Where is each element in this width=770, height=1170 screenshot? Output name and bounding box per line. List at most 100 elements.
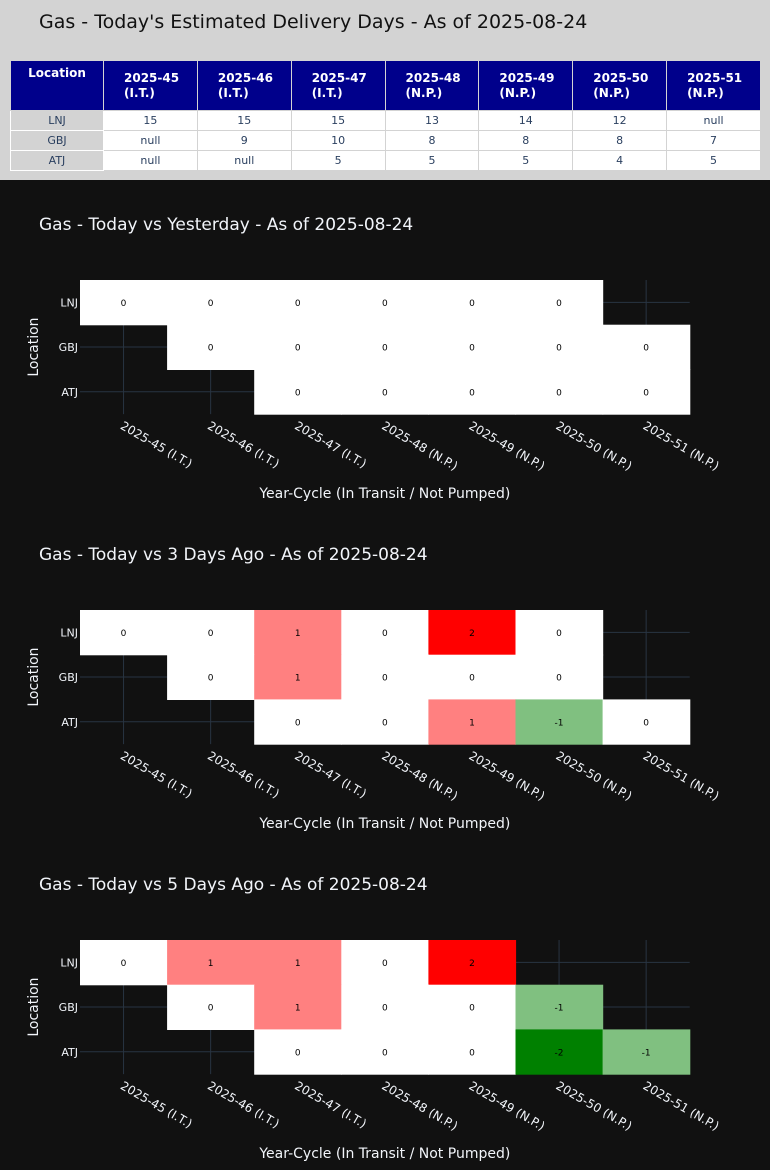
heatmap-today-vs-3-days-ago: Gas - Today vs 3 Days Ago - As of 2025-0…: [0, 510, 770, 840]
heatmap-cell: [515, 610, 604, 656]
table-title: Gas - Today's Estimated Delivery Days - …: [39, 11, 588, 33]
cell-value-label: 0: [295, 299, 301, 309]
cell-value-label: 0: [469, 1004, 475, 1014]
heatmap-cell: [515, 280, 604, 326]
row-location: ATJ: [10, 150, 104, 171]
y-tick-label: GBJ: [59, 341, 78, 354]
cell-value-label: -2: [555, 1048, 564, 1058]
heatmap-cell: [428, 610, 517, 656]
heatmap-cell: [515, 699, 604, 745]
x-tick-label: 2025-49 (N.P.): [466, 1079, 547, 1134]
table-cell: 8: [384, 130, 480, 151]
cell-value-label: 0: [556, 629, 562, 639]
table-cell: null: [196, 150, 292, 171]
cell-value-label: 0: [382, 1048, 388, 1058]
x-tick-label: 2025-46 (I.T.): [205, 749, 282, 801]
column-cycle: 2025-50: [593, 70, 649, 85]
table-cell: 4: [572, 150, 668, 171]
x-tick-label: 2025-48 (N.P.): [379, 419, 460, 474]
cell-value-label: 0: [208, 344, 214, 354]
cell-value-label: 0: [382, 344, 388, 354]
column-header: 2025-47 (I.T.): [290, 60, 386, 111]
table-cell: 9: [196, 130, 292, 151]
delivery-days-panel: Gas - Today's Estimated Delivery Days - …: [0, 0, 770, 180]
table-cell: null: [103, 130, 198, 151]
x-tick-label: 2025-49 (N.P.): [466, 749, 547, 804]
cell-value-label: 0: [556, 674, 562, 684]
heatmap-today-vs-5-days-ago: Gas - Today vs 5 Days Ago - As of 2025-0…: [0, 840, 770, 1170]
table-cell: 15: [196, 110, 292, 131]
heatmap-cell: [341, 654, 429, 700]
heatmap-cell: [254, 610, 342, 656]
cell-value-label: 1: [469, 718, 475, 728]
table-cell: 14: [478, 110, 574, 131]
heatmap-cell: [428, 369, 517, 415]
cell-value-label: 0: [643, 344, 649, 354]
heatmap-cell: [167, 324, 255, 370]
x-tick-label: 2025-50 (N.P.): [554, 419, 635, 474]
y-tick-label: GBJ: [59, 1001, 78, 1014]
table-cell: null: [103, 150, 198, 171]
cell-value-label: 0: [382, 629, 388, 639]
cell-value-label: 0: [382, 959, 388, 969]
row-location: GBJ: [10, 130, 104, 151]
heatmap-cell: [254, 324, 342, 370]
cell-value-label: 0: [121, 959, 127, 969]
x-tick-label: 2025-45 (I.T.): [118, 419, 195, 471]
cell-value-label: 1: [295, 1004, 301, 1014]
cell-value-label: 0: [469, 1048, 475, 1058]
heatmap-cell: [341, 984, 429, 1030]
heatmap-cell: [254, 984, 342, 1030]
heatmap-cell: [515, 654, 604, 700]
y-tick-label: LNJ: [60, 626, 78, 639]
column-cycle: 2025-45: [124, 70, 180, 85]
heatmap-cell: [428, 699, 517, 745]
cell-value-label: 0: [556, 299, 562, 309]
cell-value-label: 0: [121, 629, 127, 639]
table-cell: 5: [384, 150, 480, 171]
cell-value-label: 2: [469, 629, 475, 639]
column-header: 2025-46 (I.T.): [196, 60, 292, 111]
column-status: (I.T.): [311, 85, 343, 100]
y-tick-label: ATJ: [61, 716, 78, 729]
table-cell: 8: [478, 130, 574, 151]
column-cycle: 2025-48: [405, 70, 461, 85]
heatmap-cell: [167, 984, 255, 1030]
x-tick-label: 2025-47 (I.T.): [292, 1079, 369, 1131]
heatmap-cell: [254, 280, 342, 326]
cell-value-label: 0: [469, 344, 475, 354]
x-tick-label: 2025-46 (I.T.): [205, 1079, 282, 1131]
cell-value-label: 0: [469, 299, 475, 309]
heatmap-cell: [515, 1029, 604, 1075]
table-row: LNJ 15 15 15 13 14 12 null: [10, 110, 761, 131]
table-row: GBJ null 9 10 8 8 8 7: [10, 130, 761, 151]
y-tick-label: LNJ: [60, 956, 78, 969]
heatmap-cell: [515, 984, 604, 1030]
cell-value-label: 0: [295, 1048, 301, 1058]
cell-value-label: 0: [208, 629, 214, 639]
heatmap-cell: [341, 610, 429, 656]
heatmap-cell: [167, 280, 255, 326]
cell-value-label: 0: [643, 718, 649, 728]
y-tick-label: LNJ: [60, 296, 78, 309]
heatmap-cell: [428, 1029, 517, 1075]
heatmap-cell: [428, 280, 517, 326]
heatmap-cell: [428, 984, 517, 1030]
cell-value-label: 0: [643, 388, 649, 398]
heatmap-cell: [254, 699, 342, 745]
table-cell: 15: [290, 110, 386, 131]
x-tick-label: 2025-50 (N.P.): [554, 749, 635, 804]
x-tick-label: 2025-47 (I.T.): [292, 419, 369, 471]
heatmap-cell: [602, 1029, 691, 1075]
table-header-row: Location 2025-45 (I.T.) 2025-46 (I.T.) 202…: [10, 60, 761, 111]
column-status: (I.T.): [124, 85, 155, 100]
table-cell: 8: [572, 130, 668, 151]
heatmap-cell: [341, 369, 429, 415]
chart-title: Gas - Today vs 3 Days Ago - As of 2025-0…: [39, 545, 428, 565]
chart-title: Gas - Today vs Yesterday - As of 2025-08…: [39, 215, 413, 235]
heatmap-cell: [167, 654, 255, 700]
y-axis-title: Location: [26, 647, 42, 706]
heatmap-cell: [167, 940, 255, 986]
cell-value-label: 0: [382, 299, 388, 309]
column-header: 2025-49 (N.P.): [478, 60, 574, 111]
